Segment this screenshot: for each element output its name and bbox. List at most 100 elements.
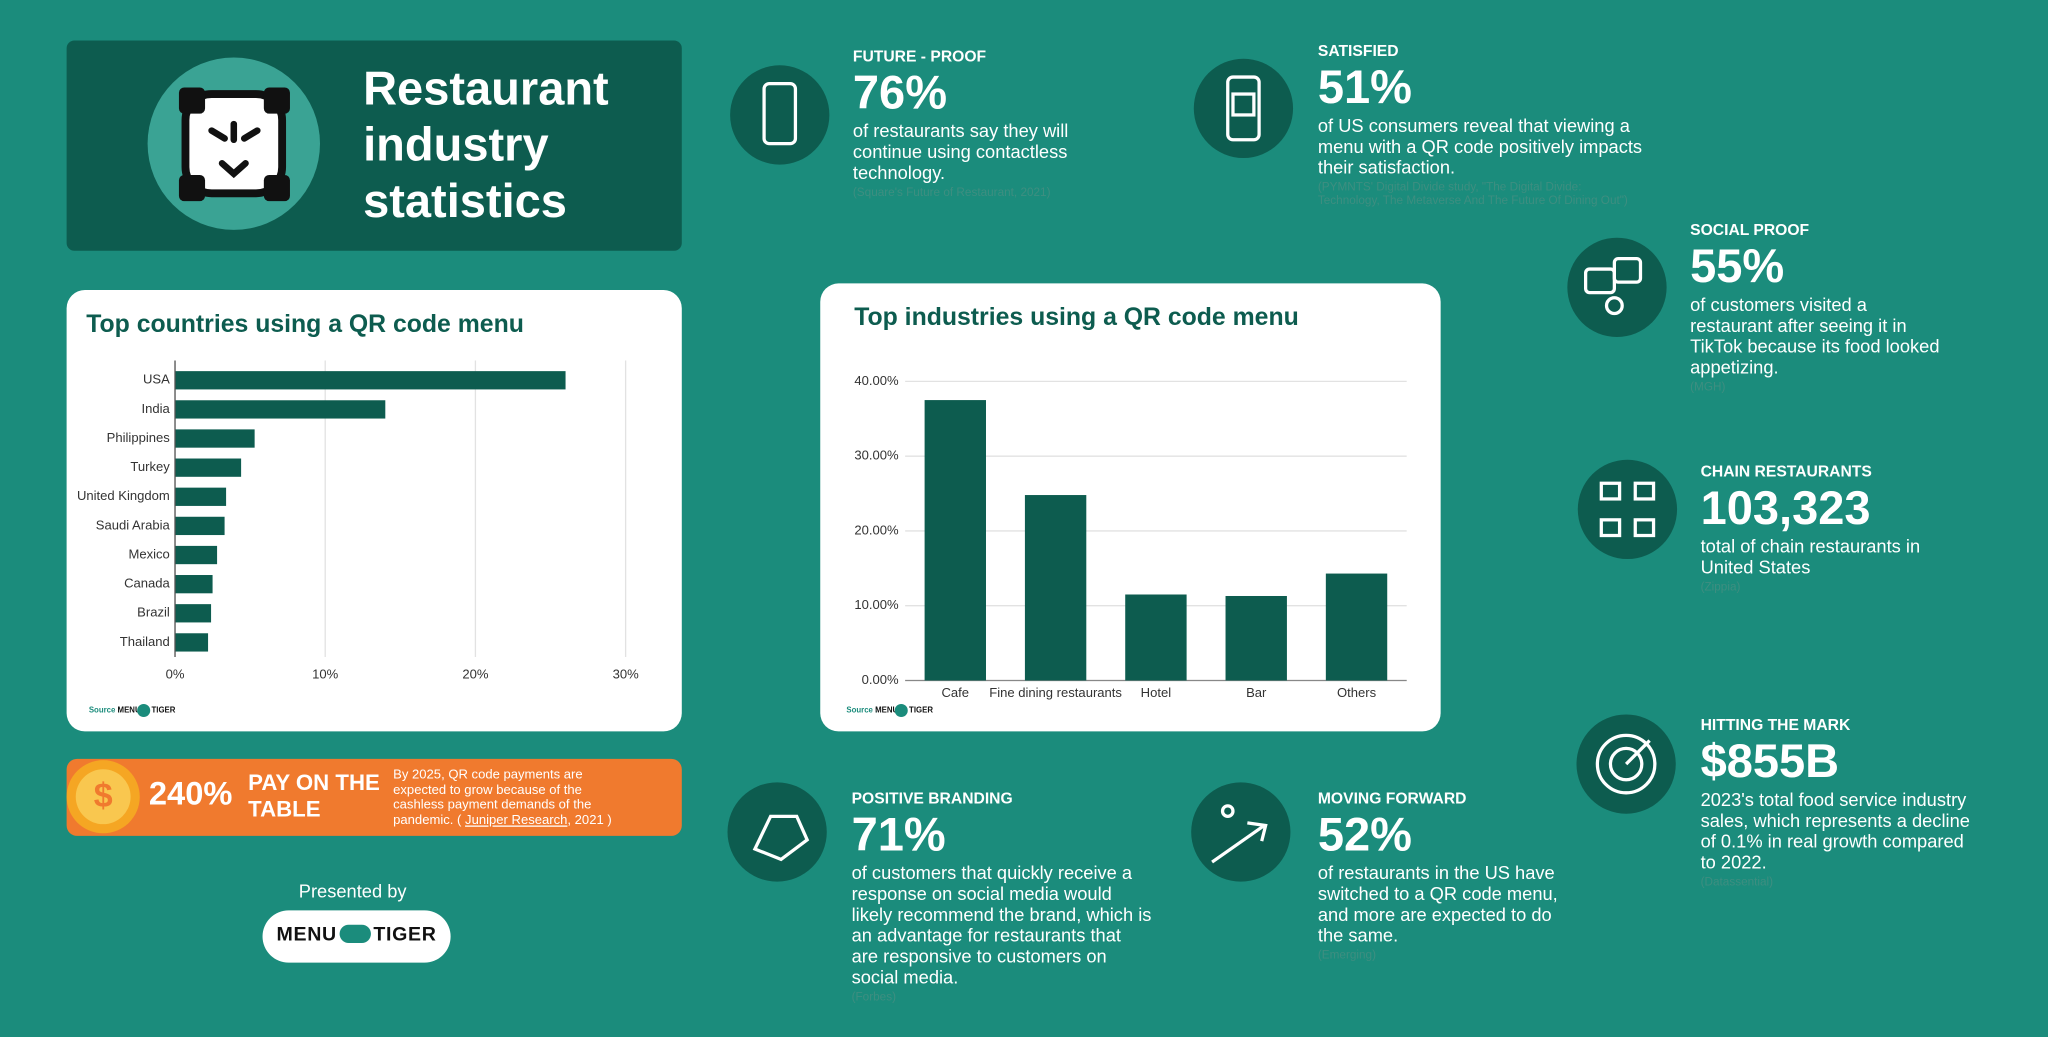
y-tick-label: USA [143,372,170,387]
x-tick-label: Others [1337,685,1377,700]
y-tick-label: Mexico [128,546,169,561]
bar [175,371,566,390]
stat-value: 76% [852,65,948,119]
coin-symbol: $ [94,777,113,815]
stat-text: of customers that quickly receive a resp… [851,862,1152,988]
y-tick-label: Canada [124,576,170,591]
stat-source: (PYMNTS' Digital Divide study, "The Digi… [1317,180,1628,207]
bar [175,545,218,565]
stat-text: of restaurants in the US have switched t… [1317,862,1558,946]
stat-text: of US consumers reveal that viewing a me… [1317,114,1643,178]
stat-label: SATISFIED [1317,41,1399,61]
logo-text: TIGER [373,923,437,946]
stat-label: HITTING THE MARK [1700,715,1851,735]
x-tick-label: 30% [613,667,640,682]
stat-text: of restaurants say they will continue us… [852,120,1069,183]
chart-title: Top countries using a QR code menu [86,311,524,338]
stat: HITTING THE MARK $855B 2023's total food… [1701,716,1982,888]
banner-source: , 2021 ) [567,813,612,828]
stat-text: of customers visited a restaurant after … [1690,293,1940,378]
bar [175,429,255,448]
stat-value: 71% [851,807,946,861]
bar [1024,495,1087,681]
x-tick-label: Cafe [942,685,970,700]
y-tick-label: 10.00% [854,597,899,612]
y-tick-label: Thailand [120,634,170,649]
bar [175,516,225,536]
presented-by: Presented by [298,880,407,902]
logo-text: TIGER [152,706,176,715]
stat-value: 52% [1317,807,1412,861]
y-tick-label: Brazil [137,605,170,620]
y-tick-label: 40.00% [854,373,899,388]
source-label: Source : [89,706,120,715]
banner-text: By 2025, QR code payments are expected t… [393,768,635,828]
coin [75,769,131,825]
stat-value: 55% [1690,239,1785,293]
bar [924,400,986,681]
banner-value: 240% [148,775,233,813]
stat-source: (Emerging) [1317,948,1377,962]
y-tick-label: Turkey [130,459,170,474]
source-label: Source : [846,706,877,715]
bar [1125,594,1187,681]
stat-source: (Datassential) [1700,875,1774,889]
stat-source: (MGH) [1690,380,1726,394]
x-tick-label: 10% [312,667,339,682]
stat-label: SOCIAL PROOF [1690,220,1810,240]
stat-source: (Zippia) [1700,579,1741,593]
y-tick-label: Philippines [107,430,171,445]
banner-link[interactable]: Juniper Research [465,813,568,828]
logo-dot [894,703,908,718]
bar [175,458,242,477]
banner-desc: By 2025, QR code payments are expected t… [393,767,592,828]
stat-label: CHAIN RESTAURANTS [1700,462,1872,481]
stat-source: (Square's Future of Restaurant, 2021) [852,185,1051,199]
stat: POSITIVE BRANDING 71% of customers that … [852,789,1152,1003]
logo-text: MENU [875,706,898,715]
chart-title: Top industries using a QR code menu [854,304,1299,331]
bar [175,633,209,652]
stat-label: POSITIVE BRANDING [851,788,1013,808]
bar [1225,595,1287,681]
logo-text: MENU [118,706,141,715]
stat-text: total of chain restaurants in United Sta… [1700,535,1921,578]
x-tick-label: Fine dining restaurants [989,685,1122,700]
x-tick-label: 20% [462,667,489,682]
logo-text: TIGER [909,706,933,715]
stat-value: 51% [1317,60,1412,114]
bar [1325,573,1388,681]
stat-text: 2023's total food service industry sales… [1700,788,1970,873]
icons [752,75,1657,864]
stat-value: 103,323 [1700,480,1871,535]
bar [175,604,212,623]
y-tick-label: 0.00% [862,672,899,687]
stat: SOCIAL PROOF 55% of customers visited a … [1690,221,1951,393]
x-tick-label: 0% [166,667,185,682]
banner-title: PAY ON THE TABLE [248,770,380,822]
chart-card [66,289,682,732]
title: Restaurant industry statistics [363,61,609,228]
bar [175,487,227,506]
stat: FUTURE - PROOF 76% of restaurants say th… [853,47,1153,199]
stat-label: FUTURE - PROOF [852,47,987,66]
bar [175,575,213,594]
logo: MENU TIGER [263,923,451,945]
stat: SATISFIED 51% of US consumers reveal tha… [1318,42,1651,207]
bar [175,400,386,419]
logo-dot [137,703,151,718]
stat: MOVING FORWARD 52% of restaurants in the… [1318,789,1560,961]
y-tick-label: 20.00% [854,522,899,537]
stat-label: MOVING FORWARD [1317,788,1467,808]
y-tick-label: India [141,401,170,416]
x-tick-label: Bar [1246,685,1267,700]
y-tick-label: 30.00% [854,448,899,463]
y-tick-label: United Kingdom [77,488,170,503]
logo-text: MENU [276,923,337,946]
banner-box [66,758,682,836]
tiger-icon [178,87,290,202]
x-tick-label: Hotel [1141,685,1172,700]
